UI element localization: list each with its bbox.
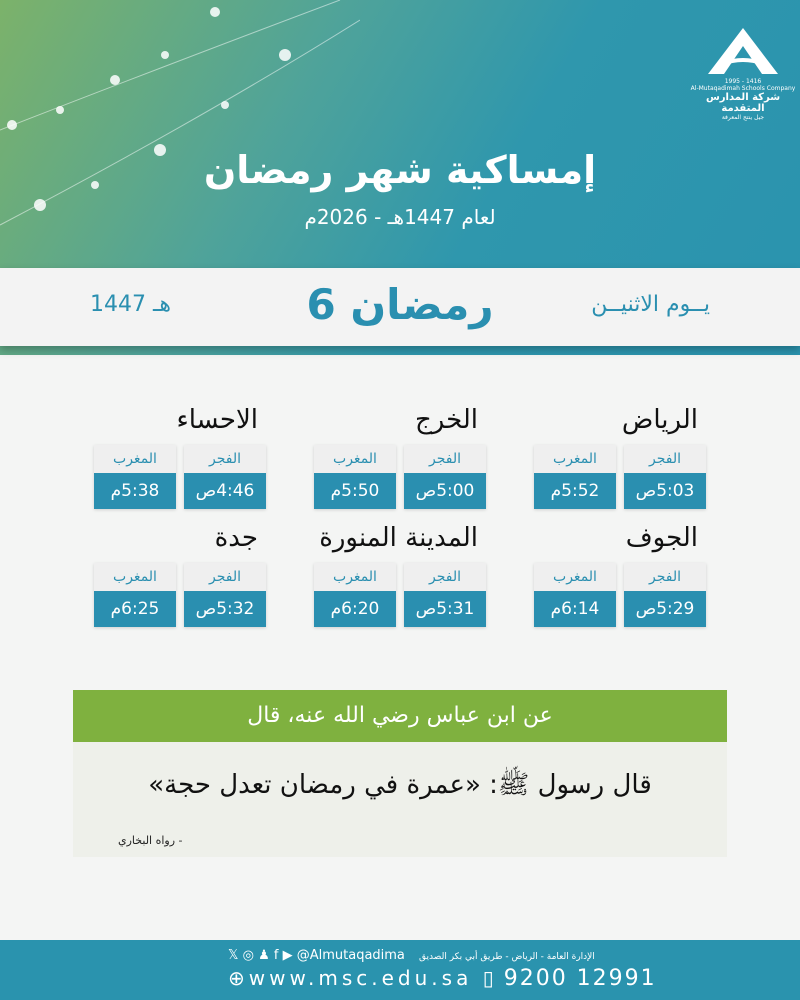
hijri-year: 1447 هـ [90,292,172,317]
maghrib-label: المغرب [314,563,396,591]
page-subtitle: لعام 1447هـ - 2026م [304,205,496,229]
city-card: المدينة المنورة الفجر 5:31ص المغرب 6:20م [290,523,510,627]
address: الإدارة العامة - الرياض - طريق أبي بكر ا… [419,952,595,962]
company-logo: 1995 - 1416 Al-Mutaqadimah Schools Compa… [688,28,798,121]
hadith-box: عن ابن عباس رضي الله عنه، قال قال رسول ﷺ… [73,690,727,857]
city-card: الاحساء الفجر 4:46ص المغرب 5:38م [70,405,290,509]
logo-mark-icon [708,28,778,74]
city-card: جدة الفجر 5:32ص المغرب 6:25م [70,523,290,627]
weekday: يــوم الاثنيــن [591,292,710,317]
fajr-label: الفجر [404,563,486,591]
maghrib-cell: المغرب 6:14م [534,563,616,627]
hadith-text: قال رسول ﷺ: «عمرة في رمضان تعدل حجة» [148,770,652,800]
fajr-time: 5:32ص [184,591,266,627]
fajr-cell: الفجر 5:31ص [404,563,486,627]
page-title: إمساكية شهر رمضان [203,148,597,192]
fajr-label: الفجر [184,445,266,473]
social-handle[interactable]: @Almutaqadima [296,948,405,963]
maghrib-time: 6:25م [94,591,176,627]
date-banner: يــوم الاثنيــن 6 رمضان 1447 هـ [0,268,800,346]
maghrib-time: 6:14م [534,591,616,627]
city-name: المدينة المنورة [319,523,478,553]
maghrib-time: 6:20م [314,591,396,627]
maghrib-cell: المغرب 6:25م [94,563,176,627]
maghrib-label: المغرب [534,563,616,591]
city-card: الجوف الفجر 5:29ص المغرب 6:14م [510,523,730,627]
fajr-cell: الفجر 5:32ص [184,563,266,627]
social-icons[interactable]: 𝕏 ◎ ♟ f ▶ [228,948,293,963]
fajr-label: الفجر [624,563,706,591]
fajr-cell: الفجر 5:00ص [404,445,486,509]
footer: 𝕏 ◎ ♟ f ▶ @Almutaqadima الإدارة العامة -… [0,940,800,1000]
fajr-time: 5:31ص [404,591,486,627]
fajr-cell: الفجر 5:29ص [624,563,706,627]
fajr-label: الفجر [624,445,706,473]
city-card: الخرج الفجر 5:00ص المغرب 5:50م [290,405,510,509]
maghrib-cell: المغرب 6:20م [314,563,396,627]
globe-icon: ⊕ [228,966,249,990]
maghrib-label: المغرب [94,445,176,473]
hadith-source: - رواه البخاري [118,834,183,847]
hijri-date: 6 رمضان [306,280,494,329]
maghrib-cell: المغرب 5:38م [94,445,176,509]
maghrib-label: المغرب [94,563,176,591]
stars-moons-decoration [0,0,360,226]
city-times-grid: الرياض الفجر 5:03ص المغرب 5:52م الخرج الفج… [70,405,730,627]
city-name: جدة [214,523,258,553]
fajr-time: 5:29ص [624,591,706,627]
fajr-time: 4:46ص [184,473,266,509]
city-name: الاحساء [176,405,258,435]
fajr-cell: الفجر 4:46ص [184,445,266,509]
city-name: الرياض [621,405,698,435]
city-name: الجوف [625,523,698,553]
maghrib-cell: المغرب 5:52م [534,445,616,509]
city-name: الخرج [414,405,478,435]
city-card: الرياض الفجر 5:03ص المغرب 5:52م [510,405,730,509]
fajr-label: الفجر [184,563,266,591]
maghrib-time: 5:38م [94,473,176,509]
maghrib-time: 5:52م [534,473,616,509]
maghrib-cell: المغرب 5:50م [314,445,396,509]
maghrib-time: 5:50م [314,473,396,509]
fajr-label: الفجر [404,445,486,473]
fajr-cell: الفجر 5:03ص [624,445,706,509]
maghrib-label: المغرب [314,445,396,473]
maghrib-label: المغرب [534,445,616,473]
phone-icon: ▯ [482,966,498,990]
fajr-time: 5:00ص [404,473,486,509]
fajr-time: 5:03ص [624,473,706,509]
website-link[interactable]: www.msc.edu.sa [248,966,473,990]
phone-number[interactable]: 9200 12991 [503,966,657,991]
hadith-heading: عن ابن عباس رضي الله عنه، قال [73,690,727,742]
